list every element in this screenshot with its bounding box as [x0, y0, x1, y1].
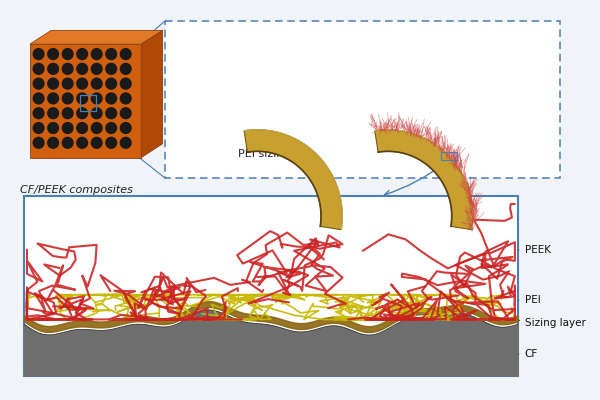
Circle shape	[121, 122, 131, 134]
Circle shape	[48, 108, 58, 119]
Polygon shape	[244, 130, 343, 230]
Circle shape	[77, 49, 88, 60]
Circle shape	[106, 78, 116, 89]
Circle shape	[33, 93, 44, 104]
Circle shape	[121, 93, 131, 104]
Circle shape	[91, 49, 102, 60]
Circle shape	[48, 122, 58, 134]
Polygon shape	[30, 30, 163, 44]
Text: PEEK: PEEK	[524, 245, 551, 255]
Circle shape	[33, 108, 44, 119]
Circle shape	[48, 78, 58, 89]
Circle shape	[91, 93, 102, 104]
Circle shape	[106, 122, 116, 134]
Text: PEI: PEI	[524, 295, 541, 305]
Circle shape	[48, 93, 58, 104]
Circle shape	[106, 93, 116, 104]
Circle shape	[48, 49, 58, 60]
Circle shape	[106, 108, 116, 119]
Text: Sizing layer: Sizing layer	[524, 318, 586, 328]
Circle shape	[121, 108, 131, 119]
Bar	[24, 196, 518, 376]
Circle shape	[62, 93, 73, 104]
Circle shape	[33, 122, 44, 134]
Circle shape	[106, 64, 116, 74]
Text: CF/PEEK composites: CF/PEEK composites	[20, 185, 133, 195]
Circle shape	[77, 64, 88, 74]
Circle shape	[62, 122, 73, 134]
Circle shape	[77, 93, 88, 104]
Circle shape	[33, 49, 44, 60]
Circle shape	[91, 137, 102, 148]
Circle shape	[121, 64, 131, 74]
Polygon shape	[141, 30, 163, 158]
Circle shape	[91, 108, 102, 119]
Circle shape	[121, 78, 131, 89]
Polygon shape	[375, 130, 473, 230]
Circle shape	[106, 49, 116, 60]
Circle shape	[121, 137, 131, 148]
Bar	[166, 20, 560, 178]
Circle shape	[62, 78, 73, 89]
Circle shape	[91, 78, 102, 89]
Circle shape	[48, 137, 58, 148]
Polygon shape	[30, 44, 141, 158]
Circle shape	[62, 137, 73, 148]
Circle shape	[77, 137, 88, 148]
Bar	[80, 96, 96, 111]
Circle shape	[62, 49, 73, 60]
Bar	[441, 152, 457, 160]
Circle shape	[48, 64, 58, 74]
Text: CF: CF	[524, 349, 538, 359]
Circle shape	[77, 108, 88, 119]
Circle shape	[62, 64, 73, 74]
Text: PEI sizing: PEI sizing	[238, 149, 290, 159]
Circle shape	[33, 137, 44, 148]
Circle shape	[77, 78, 88, 89]
Circle shape	[62, 108, 73, 119]
Circle shape	[33, 78, 44, 89]
Circle shape	[121, 49, 131, 60]
Circle shape	[91, 122, 102, 134]
Circle shape	[91, 64, 102, 74]
Circle shape	[77, 122, 88, 134]
Circle shape	[33, 64, 44, 74]
Circle shape	[106, 137, 116, 148]
